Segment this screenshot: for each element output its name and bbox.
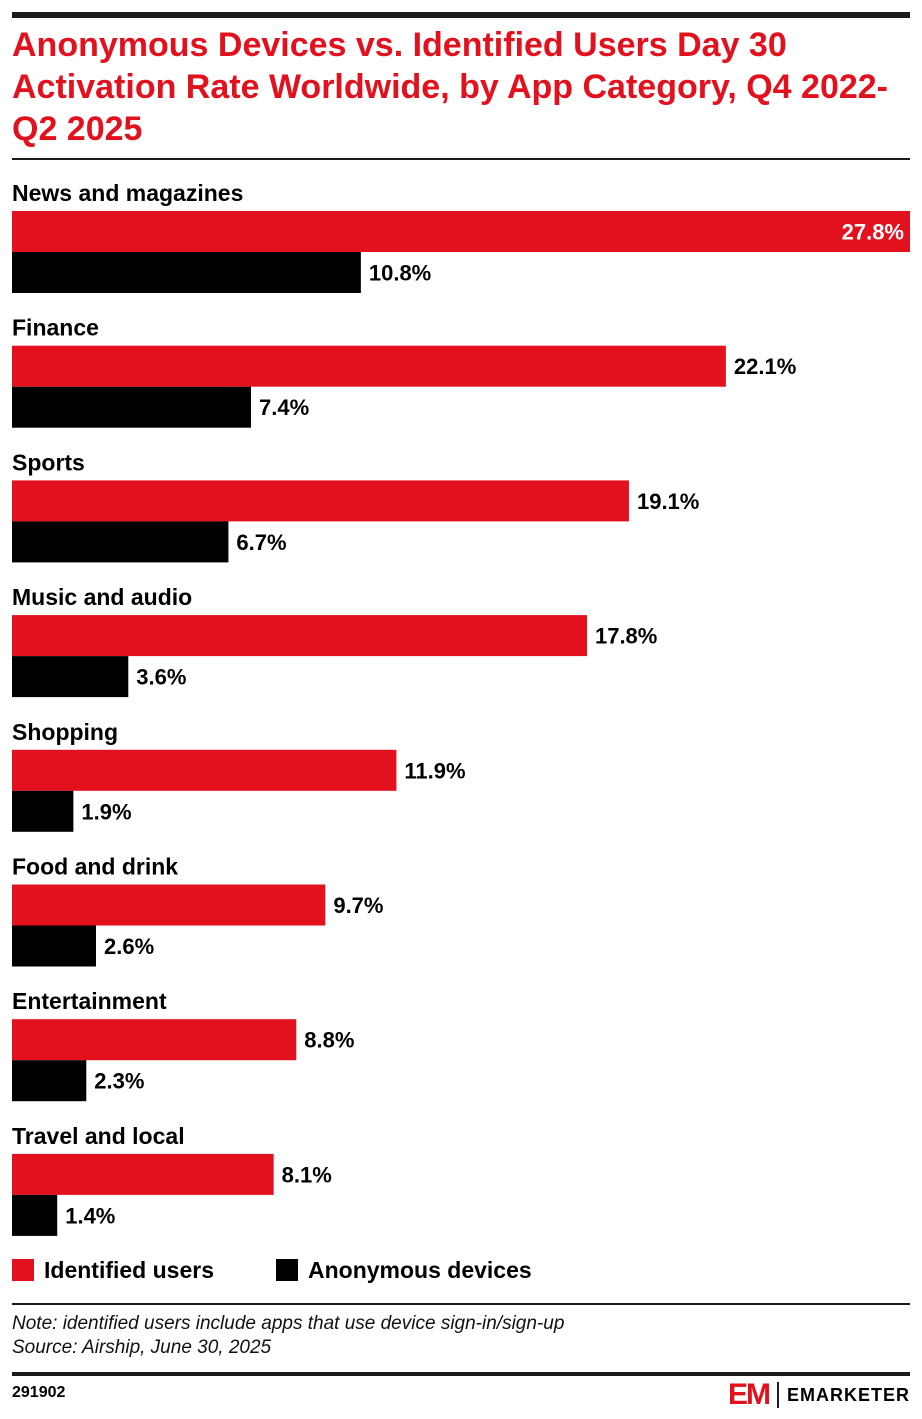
category-label: Shopping: [12, 719, 118, 745]
value-label-anonymous: 2.6%: [104, 934, 154, 959]
category-label: Travel and local: [12, 1123, 185, 1149]
bar-anonymous: [12, 252, 361, 293]
emarketer-logo: EM EMARKETER: [728, 1378, 910, 1412]
bar-anonymous: [12, 386, 252, 428]
bar-anonymous: [12, 925, 96, 967]
legend-swatch-anonymous: [275, 1259, 298, 1281]
bar-anonymous: [12, 521, 229, 563]
bar-chart: News and magazines 27.8% 10.8% Finance 22.1%…: [12, 180, 910, 1236]
bar-identified: [12, 749, 397, 791]
source-text: Source: Airship, June 30, 2025: [12, 1337, 272, 1358]
value-label-identified: 8.8%: [304, 1028, 354, 1053]
value-label-identified: 19.1%: [637, 489, 699, 514]
legend-item-anonymous: Anonymous devices: [275, 1256, 532, 1284]
bar-identified: [12, 1153, 274, 1195]
logo-wordmark: EMARKETER: [786, 1384, 910, 1405]
value-label-identified: 9.7%: [333, 893, 383, 918]
bar-anonymous: [12, 1194, 58, 1236]
value-label-anonymous: 1.4%: [65, 1203, 115, 1228]
logo-mark: EM: [727, 1378, 771, 1411]
footnote: Note: identified users include apps that…: [12, 1312, 564, 1360]
value-label-identified: 27.8%: [842, 220, 904, 245]
value-label-identified: 17.8%: [595, 624, 657, 649]
title-divider: [12, 158, 910, 160]
bottom-rule: [12, 1372, 910, 1376]
category-label: News and magazines: [12, 180, 243, 206]
chart-title: Anonymous Devices vs. Identified Users D…: [12, 26, 888, 148]
category-label: Finance: [12, 315, 99, 341]
bar-identified: [12, 884, 326, 926]
legend: Identified users Anonymous devices: [12, 1255, 594, 1285]
legend-swatch-identified: [12, 1259, 34, 1281]
value-label-identified: 22.1%: [734, 354, 796, 379]
logo-separator: [776, 1382, 779, 1408]
note-text: Note: identified users include apps that…: [12, 1313, 565, 1334]
value-label-anonymous: 6.7%: [236, 530, 286, 555]
category-label: Music and audio: [12, 584, 192, 610]
value-label-identified: 11.9%: [404, 758, 465, 783]
bar-anonymous: [12, 656, 129, 698]
legend-item-identified: Identified users: [12, 1257, 214, 1284]
legend-label-anonymous: Anonymous devices: [307, 1256, 532, 1283]
bar-identified: [12, 211, 910, 252]
chart-id: 291902: [12, 1384, 66, 1401]
value-label-anonymous: 2.3%: [94, 1069, 144, 1094]
value-label-anonymous: 1.9%: [81, 799, 131, 824]
top-rule: [12, 12, 910, 18]
value-label-anonymous: 3.6%: [136, 665, 186, 690]
bar-identified: [12, 345, 726, 387]
bar-anonymous: [12, 790, 74, 832]
bar-identified: [12, 615, 587, 657]
bar-identified: [12, 1019, 297, 1061]
legend-label-identified: Identified users: [44, 1256, 214, 1283]
category-label: Food and drink: [12, 854, 178, 880]
value-label-anonymous: 7.4%: [259, 395, 309, 420]
bar-identified: [12, 480, 629, 522]
category-label: Entertainment: [12, 988, 167, 1014]
value-label-identified: 8.1%: [282, 1162, 332, 1187]
value-label-anonymous: 10.8%: [369, 261, 431, 286]
category-label: Sports: [12, 449, 85, 475]
note-divider: [12, 1303, 910, 1305]
bar-anonymous: [12, 1060, 87, 1102]
